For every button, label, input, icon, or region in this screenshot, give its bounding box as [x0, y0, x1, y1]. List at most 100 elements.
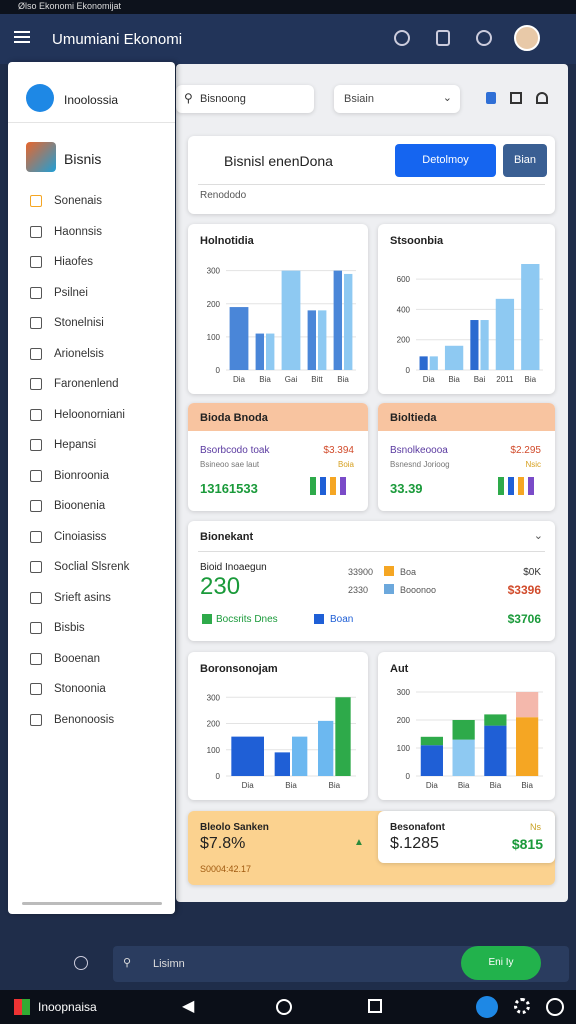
metric-value: $3.394 — [323, 445, 354, 456]
search-box[interactable]: ⚲ Bisnoong — [176, 85, 314, 113]
section-title: Bisnis — [64, 151, 102, 167]
item-icon — [30, 622, 42, 635]
wide-big: 230 — [200, 573, 241, 600]
bar — [480, 320, 489, 370]
bar — [274, 752, 290, 776]
sidebar-item[interactable]: Bisbis — [8, 613, 168, 644]
metric-big: 13161533 — [200, 481, 258, 496]
sidebar-item[interactable]: Bionroonia — [8, 461, 168, 492]
x-tick-label: Dia — [426, 781, 439, 790]
sidebar-item[interactable]: Faronenlend — [8, 369, 168, 400]
metric-title: Bioda Bnoda — [200, 412, 268, 424]
bottom-button[interactable]: Eni Iy — [461, 946, 541, 980]
sidebar-list: Sonenais Haonnsis Hiaofes Psilnei Stonelnisi… — [8, 186, 168, 735]
x-tick-label: Dia — [242, 781, 255, 790]
avatar[interactable] — [514, 25, 540, 51]
sidebar-item[interactable]: Arionelsis — [8, 339, 168, 370]
item-label: Faronenlend — [54, 378, 119, 391]
metric-sub-label: Bsnesnd Jorioog — [390, 460, 450, 469]
bar — [419, 356, 428, 370]
bar-segment — [420, 736, 443, 746]
metric-sub-value: Nsic — [525, 460, 541, 469]
bar — [470, 320, 479, 370]
nav-icon[interactable] — [476, 996, 498, 1018]
select-label: Bsiain — [344, 93, 374, 105]
x-tick-label: Bia — [448, 375, 460, 384]
icon-button[interactable] — [510, 92, 522, 104]
metric-title: Bioltieda — [390, 412, 437, 424]
x-tick-label: Bia — [458, 781, 470, 790]
item-icon — [30, 561, 42, 574]
legend-value: $3396 — [507, 583, 541, 597]
item-label: Cinoiasiss — [54, 530, 107, 543]
header-card: Bisnisl enenDona Detolmoy Bian Renododo — [188, 136, 555, 214]
bottom-search[interactable]: Lisimn — [153, 958, 185, 970]
item-label: Haonnsis — [54, 225, 102, 238]
icon-button[interactable] — [394, 30, 410, 46]
bar — [281, 270, 301, 370]
chart-card: Aut 0 100 200 300 Dia Bia Bia Bia — [378, 652, 555, 800]
sidebar: Inoolossia Bisnis Sonenais Haonnsis Hiaofe… — [8, 62, 175, 914]
y-tick-label: 0 — [216, 366, 221, 375]
sidebar-item[interactable]: Psilnei — [8, 278, 168, 309]
sidebar-item[interactable]: Cinoiasiss — [8, 522, 168, 553]
item-label: Stonelnisi — [54, 317, 104, 330]
icon-button[interactable] — [476, 30, 492, 46]
y-tick-label: 200 — [397, 336, 411, 345]
nav-home[interactable] — [276, 999, 292, 1015]
secondary-button[interactable]: Bian — [503, 144, 547, 177]
nav-recent[interactable] — [368, 999, 382, 1013]
icon-button[interactable] — [536, 92, 548, 104]
metric-value: $2.295 — [510, 445, 541, 456]
sidebar-item[interactable]: Bioonenia — [8, 491, 168, 522]
x-tick-label: Gai — [285, 375, 298, 384]
sidebar-item[interactable]: Soclial Slsrenk — [8, 552, 168, 583]
chart: Boronsonojam 0 100 200 300 Dia Bia Bia — [200, 663, 356, 790]
menu-button[interactable] — [14, 31, 30, 43]
status-bar: Ølso Ekonomi Ekonomijat — [0, 0, 576, 14]
nav-icon[interactable] — [546, 998, 564, 1016]
sidebar-item[interactable]: Hepansi — [8, 430, 168, 461]
icon-button[interactable] — [486, 92, 496, 104]
item-icon — [30, 469, 42, 482]
search-placeholder: Bisnoong — [200, 93, 246, 105]
bar — [344, 273, 353, 370]
icon-button[interactable] — [74, 956, 88, 970]
sidebar-item[interactable]: Heloonorniani — [8, 400, 168, 431]
sidebar-item[interactable]: Stonelnisi — [8, 308, 168, 339]
wide-title: Bionekant — [200, 531, 254, 543]
icon-button[interactable] — [436, 30, 450, 46]
select[interactable]: Bsiain ⌄ — [334, 85, 460, 113]
x-tick-label: Bia — [490, 781, 502, 790]
item-icon — [30, 286, 42, 299]
sidebar-item[interactable]: Benonoosis — [8, 705, 168, 736]
summary-value: $7.8% — [200, 835, 246, 852]
item-label: Srieft asins — [54, 591, 111, 604]
y-tick-label: 200 — [207, 720, 221, 729]
item-icon — [30, 317, 42, 330]
x-tick-label: Bia — [329, 781, 341, 790]
summary-value: $.1285 — [390, 835, 439, 852]
nav-icon[interactable] — [514, 998, 530, 1014]
wide-kicker: Bioid Inoaegun — [200, 562, 267, 573]
bar — [318, 720, 334, 776]
sidebar-item[interactable]: Hiaofes — [8, 247, 168, 278]
chart: Holnotidia 0 100 200 300 Dia Bia Gai Bitt Bia — [200, 235, 356, 384]
item-icon — [30, 530, 42, 543]
sidebar-item[interactable]: Srieft asins — [8, 583, 168, 614]
nav-bar: Inoopnaisa ◀ — [0, 990, 576, 1024]
sidebar-item[interactable]: Stonoonia — [8, 674, 168, 705]
bar — [292, 736, 308, 776]
sidebar-item[interactable]: Booenan — [8, 644, 168, 675]
bar — [318, 310, 327, 370]
x-tick-label: Bia — [521, 781, 533, 790]
legend-label: Boa — [400, 567, 417, 577]
sidebar-item[interactable]: Sonenais — [8, 186, 168, 217]
item-icon — [30, 591, 42, 604]
y-tick-label: 100 — [207, 746, 221, 755]
primary-button[interactable]: Detolmoy — [395, 144, 496, 177]
sidebar-item[interactable]: Haonnsis — [8, 217, 168, 248]
bar-segment — [484, 714, 507, 726]
item-icon — [30, 256, 42, 269]
nav-back[interactable]: ◀ — [182, 998, 195, 1015]
